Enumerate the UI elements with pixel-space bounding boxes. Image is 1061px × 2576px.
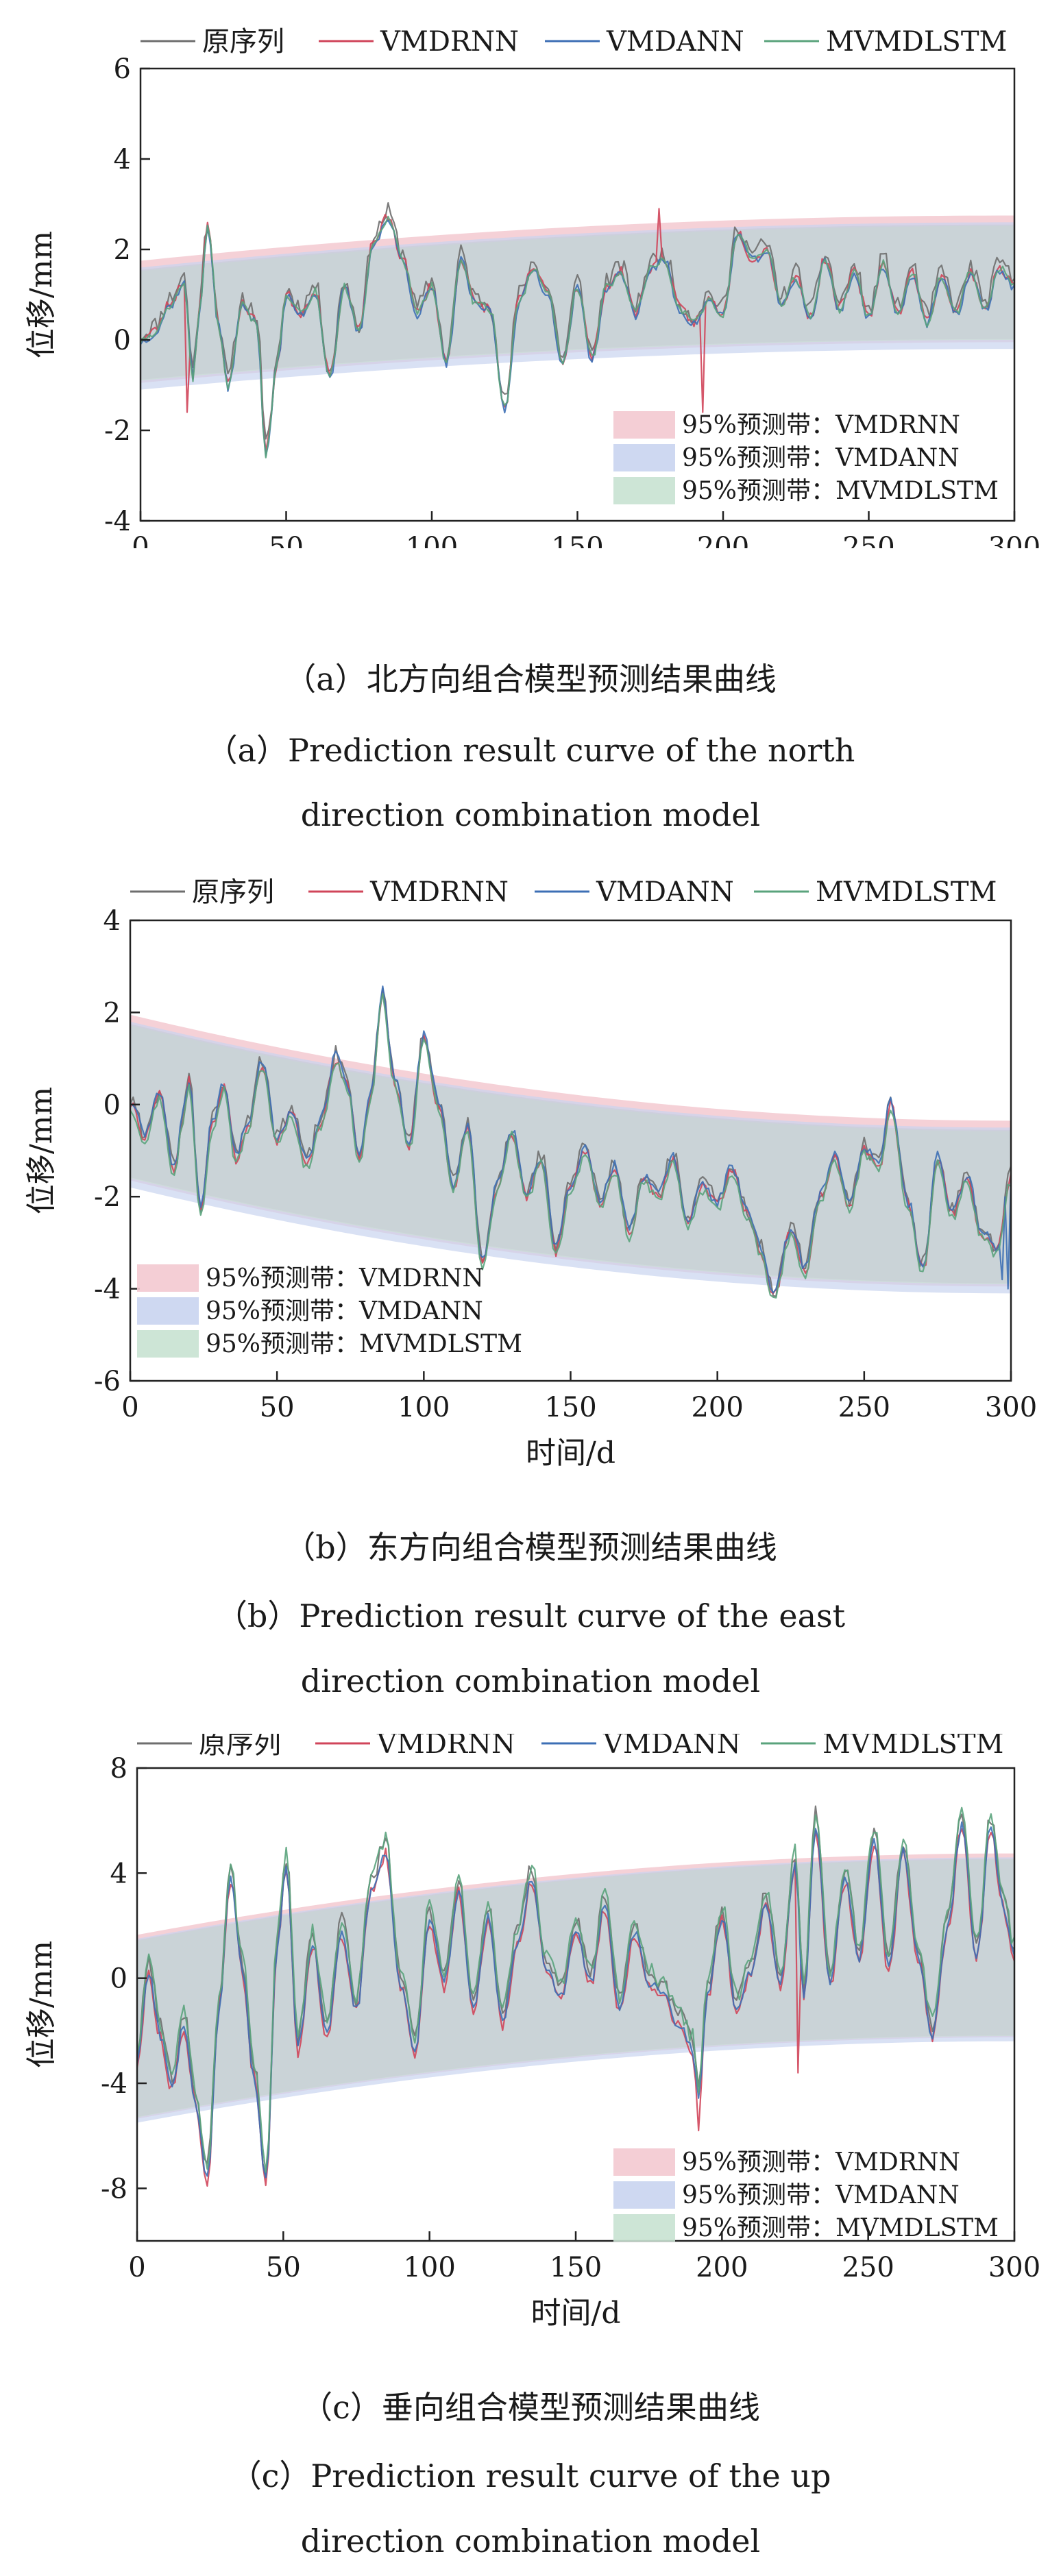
chart-north: 050100150200250300-4-20246时间/d位移/mm原序列VM…	[24, 27, 1040, 548]
series-line-original	[130, 987, 1011, 1297]
chart-up: 0 50 100 150 200 250 300 -8 -4 0 4 8 时间/d 位移/mm 原序列 VMD…	[24, 1734, 1040, 2331]
x-tick-label: 250	[842, 532, 894, 548]
caption-north-cn: （a）北方向组合模型预测结果曲线	[284, 661, 777, 698]
legend-band-swatch-band_vmdrnn	[137, 1264, 199, 1292]
y-axis-label: 位移/mm	[24, 1087, 59, 1214]
legend-band-swatch-band_vmdann	[613, 444, 675, 471]
x-tick-label: 300	[988, 532, 1040, 548]
series-line-vmdrnn	[130, 991, 1011, 1295]
x-tick-label: 50	[266, 2252, 301, 2283]
y-tick-label: 0	[103, 1090, 121, 1121]
legend-band-label-band_vmdrnn: 95%预测带：VMDRNN	[682, 411, 960, 439]
legend-band-label-band_vmdann: 95%预测带：VMDANN	[206, 1297, 483, 1325]
x-tick-label: 0	[132, 532, 149, 548]
x-tick-label: 0	[128, 2252, 145, 2283]
caption-east-cn: （b）东方向组合模型预测结果曲线	[284, 1529, 777, 1566]
x-tick-label: 150	[551, 532, 603, 548]
legend-label-vmdrnn: VMDRNN	[369, 876, 509, 908]
series-line-vmdann	[141, 219, 1014, 457]
y-tick-label: -4	[94, 1274, 121, 1305]
legend-band-label-band_vmdann: 95%预测带：VMDANN	[682, 444, 960, 472]
caption-up-cn: （c）垂向组合模型预测结果曲线	[301, 2389, 760, 2426]
y-tick-label: 2	[114, 234, 131, 266]
x-tick-label: 250	[838, 1392, 890, 1423]
y-tick-label: 0	[114, 325, 131, 356]
x-tick-label: 150	[544, 1392, 596, 1423]
series-line-mvmdlstm	[137, 1806, 1014, 2173]
x-tick-label: 250	[842, 2252, 894, 2283]
y-tick-label: 4	[110, 1858, 127, 1889]
x-tick-label: 50	[269, 532, 304, 548]
legend-label-vmdann: VMDANN	[596, 876, 734, 908]
legend-label-original: 原序列	[192, 876, 274, 908]
x-tick-label: 200	[697, 532, 749, 548]
caption-north-en-1: （a）Prediction result curve of the north	[206, 732, 855, 769]
legend-band-label-band_mvmdlstm: 95%预测带：MVMDLSTM	[682, 477, 999, 505]
y-tick-label: -2	[104, 415, 131, 447]
caption-up-en-2: direction combination model	[300, 2523, 761, 2560]
legend-band-label-band_vmdann: 95%预测带：VMDANN	[682, 2181, 960, 2209]
legend-band-swatch-band_vmdann	[137, 1297, 199, 1325]
chart-east: 0 50 100 150 200 250 300 -6 -4 -2 0 2 4 时间/d 位移/mm 原序列 V…	[24, 876, 1037, 1471]
legend-label-original: 原序列	[199, 1734, 281, 1760]
band-overlap	[130, 1024, 1011, 1284]
series-line-mvmdlstm	[141, 215, 1014, 458]
y-tick-label: -4	[104, 506, 131, 537]
y-tick-label: 4	[114, 144, 131, 175]
legend-band-label-band_vmdrnn: 95%预测带：VMDRNN	[206, 1264, 484, 1292]
caption-up-en-1: （c）Prediction result curve of the up	[230, 2457, 831, 2494]
y-axis-label: 位移/mm	[24, 231, 59, 358]
x-axis-label: 时间/d	[531, 2296, 621, 2331]
y-axis-label: 位移/mm	[24, 1941, 59, 2068]
legend-band-swatch-band_vmdrnn	[613, 2148, 675, 2176]
x-tick-label: 300	[985, 1392, 1037, 1423]
y-tick-label: 4	[103, 905, 121, 937]
series-line-vmdann	[137, 1821, 1014, 2179]
legend-label-vmdann: VMDANN	[602, 1734, 741, 1760]
caption-east-en-1: （b）Prediction result curve of the east	[215, 1597, 846, 1634]
caption-east-en-2: direction combination model	[300, 1663, 761, 1700]
plot-area	[137, 1805, 1014, 2187]
legend-band-swatch-band_vmdann	[613, 2181, 675, 2209]
y-tick-label: 8	[110, 1753, 127, 1784]
band-overlap	[137, 1859, 1014, 2118]
y-tick-label: -6	[94, 1366, 121, 1397]
x-tick-label: 300	[988, 2252, 1040, 2283]
x-tick-label: 100	[398, 1392, 450, 1423]
x-tick-label: 200	[696, 2252, 748, 2283]
y-tick-label: 0	[110, 1963, 127, 1995]
y-tick-label: 2	[103, 997, 121, 1029]
x-tick-label: 0	[121, 1392, 138, 1423]
legend-band-swatch-band_vmdrnn	[613, 411, 675, 439]
legend-label-mvmdlstm: MVMDLSTM	[826, 27, 1007, 58]
y-tick-label: 6	[114, 53, 131, 85]
legend-label-vmdann: VMDANN	[606, 27, 744, 58]
x-tick-label: 50	[260, 1392, 295, 1423]
legend-label-vmdrnn: VMDRNN	[376, 1734, 515, 1760]
caption-north-en-2: direction combination model	[300, 796, 761, 833]
legend-label-vmdrnn: VMDRNN	[380, 27, 519, 58]
x-tick-label: 100	[406, 532, 458, 548]
series-line-mvmdlstm	[130, 992, 1011, 1299]
legend-label-mvmdlstm: MVMDLSTM	[816, 876, 997, 908]
legend-band-swatch-band_mvmdlstm	[137, 1330, 199, 1358]
y-tick-label: -8	[101, 2173, 127, 2205]
x-tick-label: 150	[550, 2252, 602, 2283]
x-axis-label: 时间/d	[526, 1436, 615, 1471]
legend-band-label-band_vmdrnn: 95%预测带：VMDRNN	[682, 2148, 960, 2176]
plot-area	[130, 985, 1011, 1299]
y-tick-label: -4	[101, 2068, 127, 2100]
plot-area	[141, 202, 1014, 458]
legend-label-original: 原序列	[202, 27, 284, 58]
legend-band-swatch-band_mvmdlstm	[613, 2214, 675, 2242]
legend-label-mvmdlstm: MVMDLSTM	[822, 1734, 1003, 1760]
legend-band-label-band_mvmdlstm: 95%预测带：MVMDLSTM	[206, 1330, 522, 1358]
x-tick-label: 200	[691, 1392, 743, 1423]
legend-band-label-band_mvmdlstm: 95%预测带：MVMDLSTM	[682, 2214, 999, 2242]
legend-band-swatch-band_mvmdlstm	[613, 477, 675, 504]
y-tick-label: -2	[94, 1181, 121, 1213]
x-tick-label: 100	[403, 2252, 455, 2283]
